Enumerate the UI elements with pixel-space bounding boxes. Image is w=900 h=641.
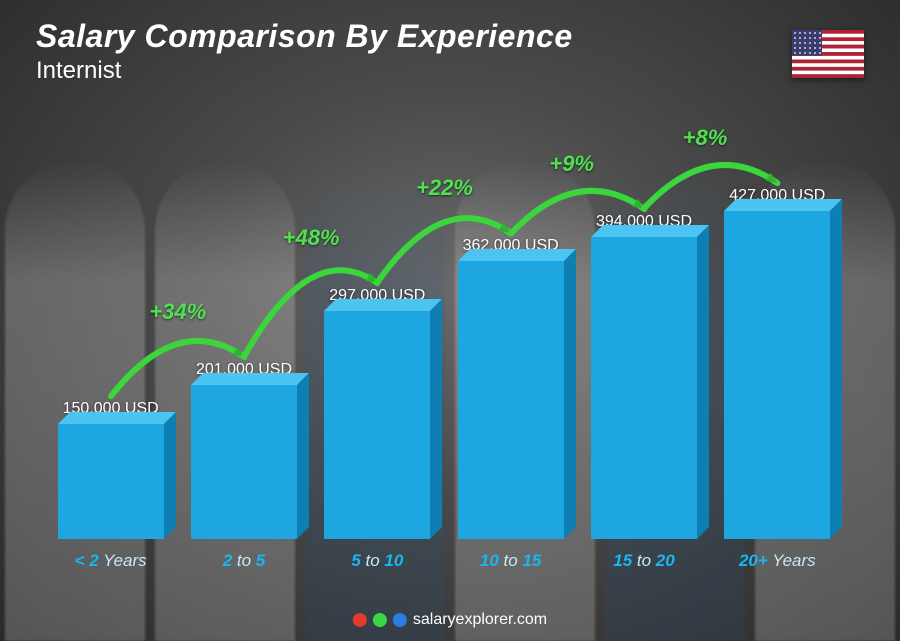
bar-3d [191,385,297,539]
flag-icon [792,30,864,78]
bar: 394,000 USD [577,120,710,539]
bar: 427,000 USD [711,120,844,539]
x-axis-label: 2 to 5 [177,551,310,571]
x-axis-label: 10 to 15 [444,551,577,571]
bar-3d [58,424,164,539]
x-axis-label: 20+ Years [711,551,844,571]
chart-title: Salary Comparison By Experience [36,18,573,55]
chart-canvas: Salary Comparison By Experience Internis… [0,0,900,641]
bar-3d [591,237,697,539]
bar: 150,000 USD [44,120,177,539]
title-block: Salary Comparison By Experience Internis… [36,18,573,85]
bar-chart: 150,000 USD201,000 USD297,000 USD362,000… [44,120,844,571]
brand-dot-blue-icon [393,613,407,627]
x-axis-label: 5 to 10 [311,551,444,571]
brand-text: salaryexplorer.com [413,611,547,629]
bar-3d [724,211,830,539]
brand-dot-green-icon [373,613,387,627]
brand-dot-red-icon [353,613,367,627]
growth-label: +48% [283,225,340,251]
x-axis-label: < 2 Years [44,551,177,571]
x-axis-labels: < 2 Years2 to 55 to 1010 to 1515 to 2020… [44,551,844,571]
growth-label: +9% [549,151,594,177]
growth-label: +22% [416,175,473,201]
chart-subtitle: Internist [36,57,573,85]
x-axis-label: 15 to 20 [577,551,710,571]
brand-footer: salaryexplorer.com [353,611,547,629]
bar-3d [324,311,430,539]
bar: 201,000 USD [177,120,310,539]
growth-label: +8% [683,125,728,151]
growth-label: +34% [149,299,206,325]
bar-3d [458,261,564,539]
